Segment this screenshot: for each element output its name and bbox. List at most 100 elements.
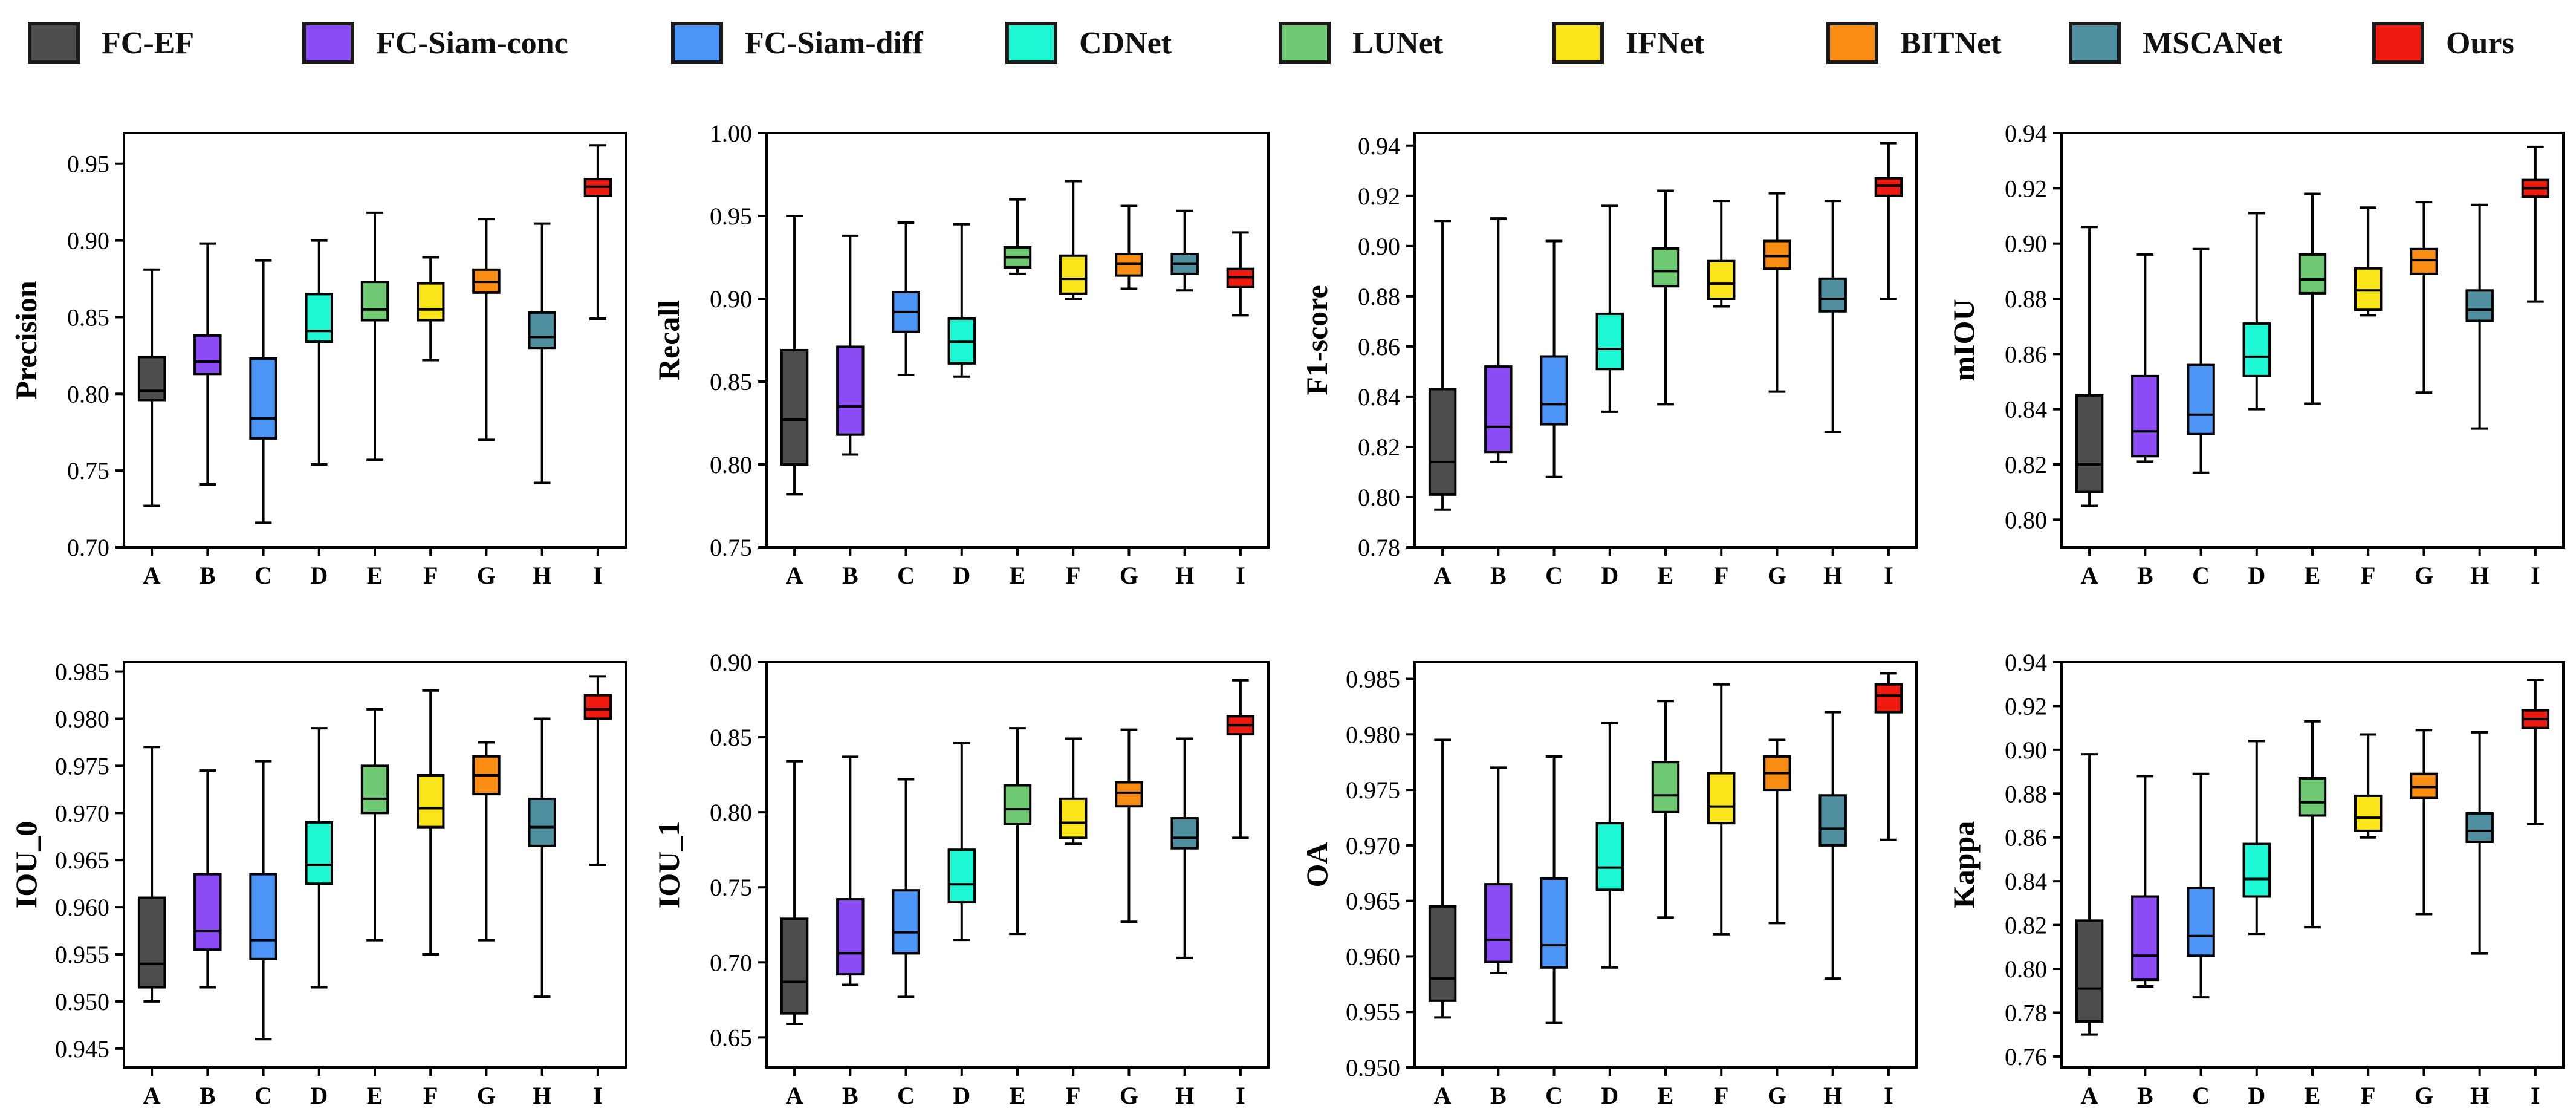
x-tick-label: B [200,562,216,589]
y-tick-label: 0.965 [55,847,109,874]
box-iqr [2075,919,2104,1023]
box-f [1707,683,1736,936]
x-tick-label: I [593,562,603,589]
box-f [417,256,445,362]
x-tick-label: A [143,1082,161,1109]
box-iqr [2131,374,2159,458]
box-a [2075,753,2104,1036]
legend-swatch-cdnet [1005,22,1057,64]
y-tick-label: 0.955 [55,941,109,968]
y-tick-label: 1.00 [710,120,752,147]
box-iqr [1595,822,1624,891]
box-c [892,778,920,998]
legend-item-lunet: LUNet [1279,17,1443,69]
box-iqr [2242,322,2271,377]
x-tick-label: E [1658,1082,1674,1109]
y-tick-label: 0.84 [1358,383,1400,411]
y-tick-label: 0.78 [1358,534,1400,561]
box-h [2465,731,2494,955]
box-iqr [1059,797,1088,839]
box-iqr [528,797,556,847]
box-iqr [528,311,556,350]
y-tick-label: 0.975 [55,752,109,780]
x-tick-label: I [2531,1082,2540,1109]
legend-label-lunet: LUNet [1352,25,1444,60]
box-iqr [2242,842,2271,898]
x-tick-label: D [953,1082,970,1109]
y-axis-label: Precision [9,281,43,399]
box-i [2521,678,2550,825]
y-tick-label: 0.75 [67,457,109,484]
x-tick-label: G [1120,1082,1138,1109]
y-tick-label: 0.975 [1346,777,1400,804]
box-iqr [1707,772,1736,825]
box-e [1651,189,1680,406]
box-iqr [305,821,333,885]
box-iqr [1003,784,1032,825]
box-d [2242,212,2271,411]
y-tick-label: 0.95 [710,203,752,230]
y-axis-label: F1-score [1300,285,1334,395]
box-iqr [2465,289,2494,322]
y-tick-label: 0.80 [2005,506,2047,533]
box-c [249,760,277,1041]
box-i [583,144,612,320]
box-e [2298,192,2327,405]
box-d [1595,721,1624,969]
y-tick-label: 0.80 [710,451,752,478]
y-tick-label: 0.945 [55,1035,109,1063]
chart-kappa-panel: 0.76 0.78 0.80 0.82 0.84 0.86 0.88 0.90 0.92 0.94… [1947,649,2565,1109]
x-tick-label: E [2305,562,2321,589]
legend-swatch-fc-siam-conc [302,22,354,64]
y-tick-label: 0.960 [55,894,109,921]
y-tick-label: 0.76 [2005,1043,2047,1070]
y-tick-label: 0.965 [1346,888,1400,915]
y-tick-label: 0.78 [2005,999,2047,1026]
x-tick-label: G [477,562,496,589]
box-iqr [1115,781,1143,808]
legend-item-fc-siam-conc: FC-Siam-conc [302,17,568,69]
box-e [1003,198,1032,275]
box-c [892,221,920,377]
box-i [1226,231,1255,317]
box-h [1818,711,1847,980]
box-c [1540,755,1568,1024]
box-h [1170,737,1199,959]
x-tick-label: G [2415,1082,2433,1109]
y-tick-label: 0.94 [1358,132,1400,160]
x-tick-label: E [1010,562,1026,589]
box-iqr [2298,253,2327,295]
x-tick-label: H [2470,562,2489,589]
box-iqr [836,345,865,436]
y-tick-label: 0.82 [2005,451,2047,478]
box-g [1763,738,1791,925]
box-iqr [1428,388,1457,496]
x-tick-label: B [1490,1082,1507,1109]
box-iqr [1540,355,1568,426]
y-tick-label: 0.92 [2005,175,2047,202]
y-tick-label: 0.950 [55,988,109,1015]
x-tick-label: G [1120,562,1138,589]
box-iqr [1763,239,1791,270]
x-tick-label: C [1545,562,1563,589]
x-tick-label: C [2192,562,2210,589]
box-g [1763,192,1791,393]
x-tick-label: G [1768,1082,1786,1109]
y-tick-label: 0.86 [1358,333,1400,360]
x-tick-label: D [1601,562,1618,589]
box-iqr [2131,895,2159,982]
x-tick-label: F [2361,1082,2375,1109]
x-tick-label: F [2361,562,2375,589]
legend-item-fc-siam-diff: FC-Siam-diff [671,17,923,69]
y-tick-label: 0.84 [2005,396,2047,423]
box-h [1170,209,1199,292]
y-tick-label: 0.90 [67,227,109,255]
x-tick-label: C [2192,1082,2210,1109]
y-tick-label: 0.955 [1346,998,1400,1026]
y-tick-label: 0.960 [1346,943,1400,970]
box-iqr [2465,812,2494,843]
box-i [2521,145,2550,303]
y-tick-label: 0.980 [1346,721,1400,748]
y-tick-label: 0.75 [710,874,752,901]
box-h [528,222,556,484]
